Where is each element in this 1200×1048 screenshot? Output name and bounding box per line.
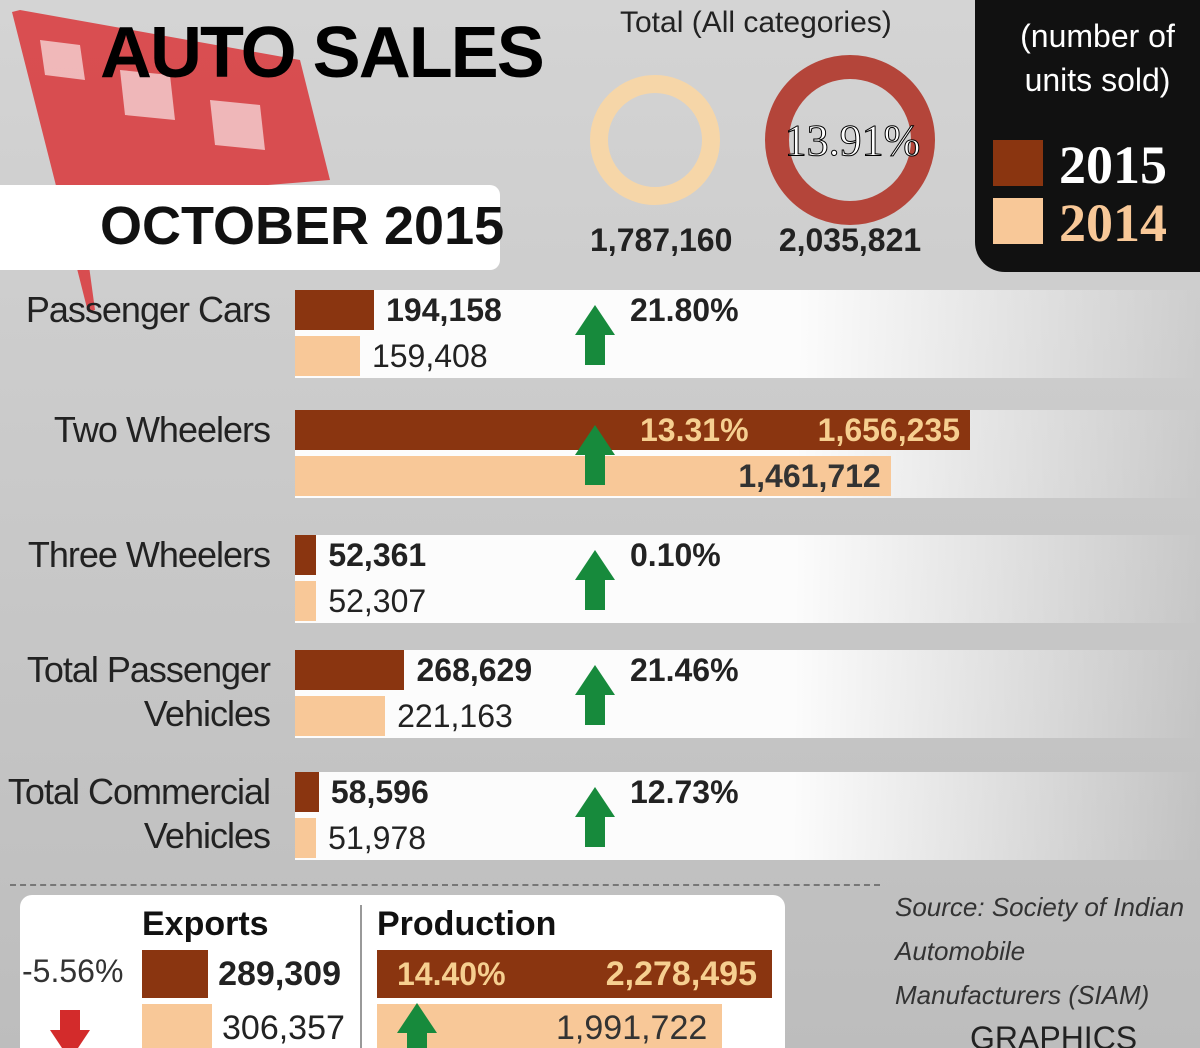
row-band	[295, 290, 1200, 378]
bar	[295, 410, 970, 450]
value-label: 289,309	[218, 955, 341, 993]
value-label: 51,978	[328, 820, 427, 856]
bar	[295, 650, 405, 690]
arrow-up	[575, 550, 615, 580]
value-label: 221,163	[397, 698, 513, 734]
arrow-up	[397, 1003, 437, 1033]
arrow-up	[575, 425, 615, 455]
bar	[295, 818, 317, 858]
bar	[295, 336, 360, 376]
legend-label: 2015	[1059, 135, 1167, 195]
category-label: Total Commercial Vehicles	[7, 771, 271, 856]
legend-title: (number of units sold)	[1020, 18, 1175, 98]
arrow-up	[575, 787, 615, 817]
total-change: 13.91%	[784, 116, 921, 166]
bar	[142, 950, 209, 998]
bar	[295, 772, 319, 812]
change-label: 21.46%	[630, 652, 739, 688]
change-label: 13.31%	[640, 412, 749, 448]
panel-title: Production	[377, 905, 557, 943]
bar	[295, 696, 386, 736]
change-label: 0.10%	[630, 537, 721, 573]
category-label: Passenger Cars	[25, 289, 271, 330]
change-label: -5.56%	[22, 953, 124, 989]
legend-swatch	[993, 198, 1043, 244]
category-label: Total Passenger Vehicles	[26, 649, 271, 734]
arrow-stem	[585, 580, 605, 610]
value-label: 1,461,712	[738, 458, 881, 494]
arrow-stem	[585, 817, 605, 847]
value-label: 58,596	[330, 774, 429, 810]
bar	[295, 290, 375, 330]
title: AUTO SALES	[100, 13, 545, 93]
bar	[377, 950, 772, 998]
change-label: 21.80%	[630, 292, 739, 328]
row-band	[295, 772, 1200, 860]
value-label: 194,158	[386, 292, 502, 328]
value-label: 1,656,235	[817, 412, 960, 448]
bar	[295, 581, 317, 621]
total-2014: 1,787,160	[590, 222, 733, 258]
bar	[295, 535, 317, 575]
exports-panel: Exports 289,309 306,357 -5.56%	[20, 895, 360, 1048]
value-label: 159,408	[371, 338, 488, 374]
wheel-2014	[590, 75, 720, 205]
arrow-down	[50, 1030, 90, 1048]
total-2015: 2,035,821	[778, 222, 922, 258]
row-band	[295, 535, 1200, 623]
arrow-stem	[407, 1033, 427, 1048]
panel-title: Exports	[142, 905, 269, 943]
arrow-stem	[585, 695, 605, 725]
value-label: 1,991,722	[556, 1009, 708, 1047]
credit: GRAPHICS	[970, 1020, 1138, 1048]
value-label: 268,629	[416, 652, 533, 688]
panel-divider	[360, 905, 362, 1048]
bar	[142, 1004, 212, 1048]
source: Source: Society of Indian Automobile Man…	[895, 892, 1185, 1010]
legend: (number of units sold) 2015 2014	[975, 0, 1200, 272]
value-label: 52,361	[328, 537, 427, 573]
category-label: Two Wheelers	[53, 409, 271, 450]
production-panel: Production 2,278,495 1,991,722 14.40%	[365, 895, 785, 1048]
value-label: 52,307	[328, 583, 427, 619]
row-band	[295, 650, 1200, 738]
arrow-stem	[585, 335, 605, 365]
totals-title: Total (All categories)	[620, 6, 892, 39]
arrow-up	[575, 665, 615, 695]
subtitle-box	[0, 185, 500, 270]
flag	[12, 10, 330, 312]
divider	[10, 884, 880, 886]
legend-label: 2014	[1059, 193, 1167, 253]
category-label: Three Wheelers	[27, 534, 271, 575]
value-label: 306,357	[222, 1009, 345, 1047]
change-label: 14.40%	[397, 956, 506, 992]
arrow-stem	[60, 1010, 80, 1030]
legend-swatch	[993, 140, 1043, 186]
value-label: 2,278,495	[605, 955, 757, 993]
arrow-stem	[585, 455, 605, 485]
subtitle: OCTOBER 2015	[100, 196, 505, 256]
bar-chart: Passenger Cars 194,158 159,408 21.80% Two Wh…	[0, 280, 1200, 880]
change-label: 12.73%	[630, 774, 739, 810]
arrow-up	[575, 305, 615, 335]
